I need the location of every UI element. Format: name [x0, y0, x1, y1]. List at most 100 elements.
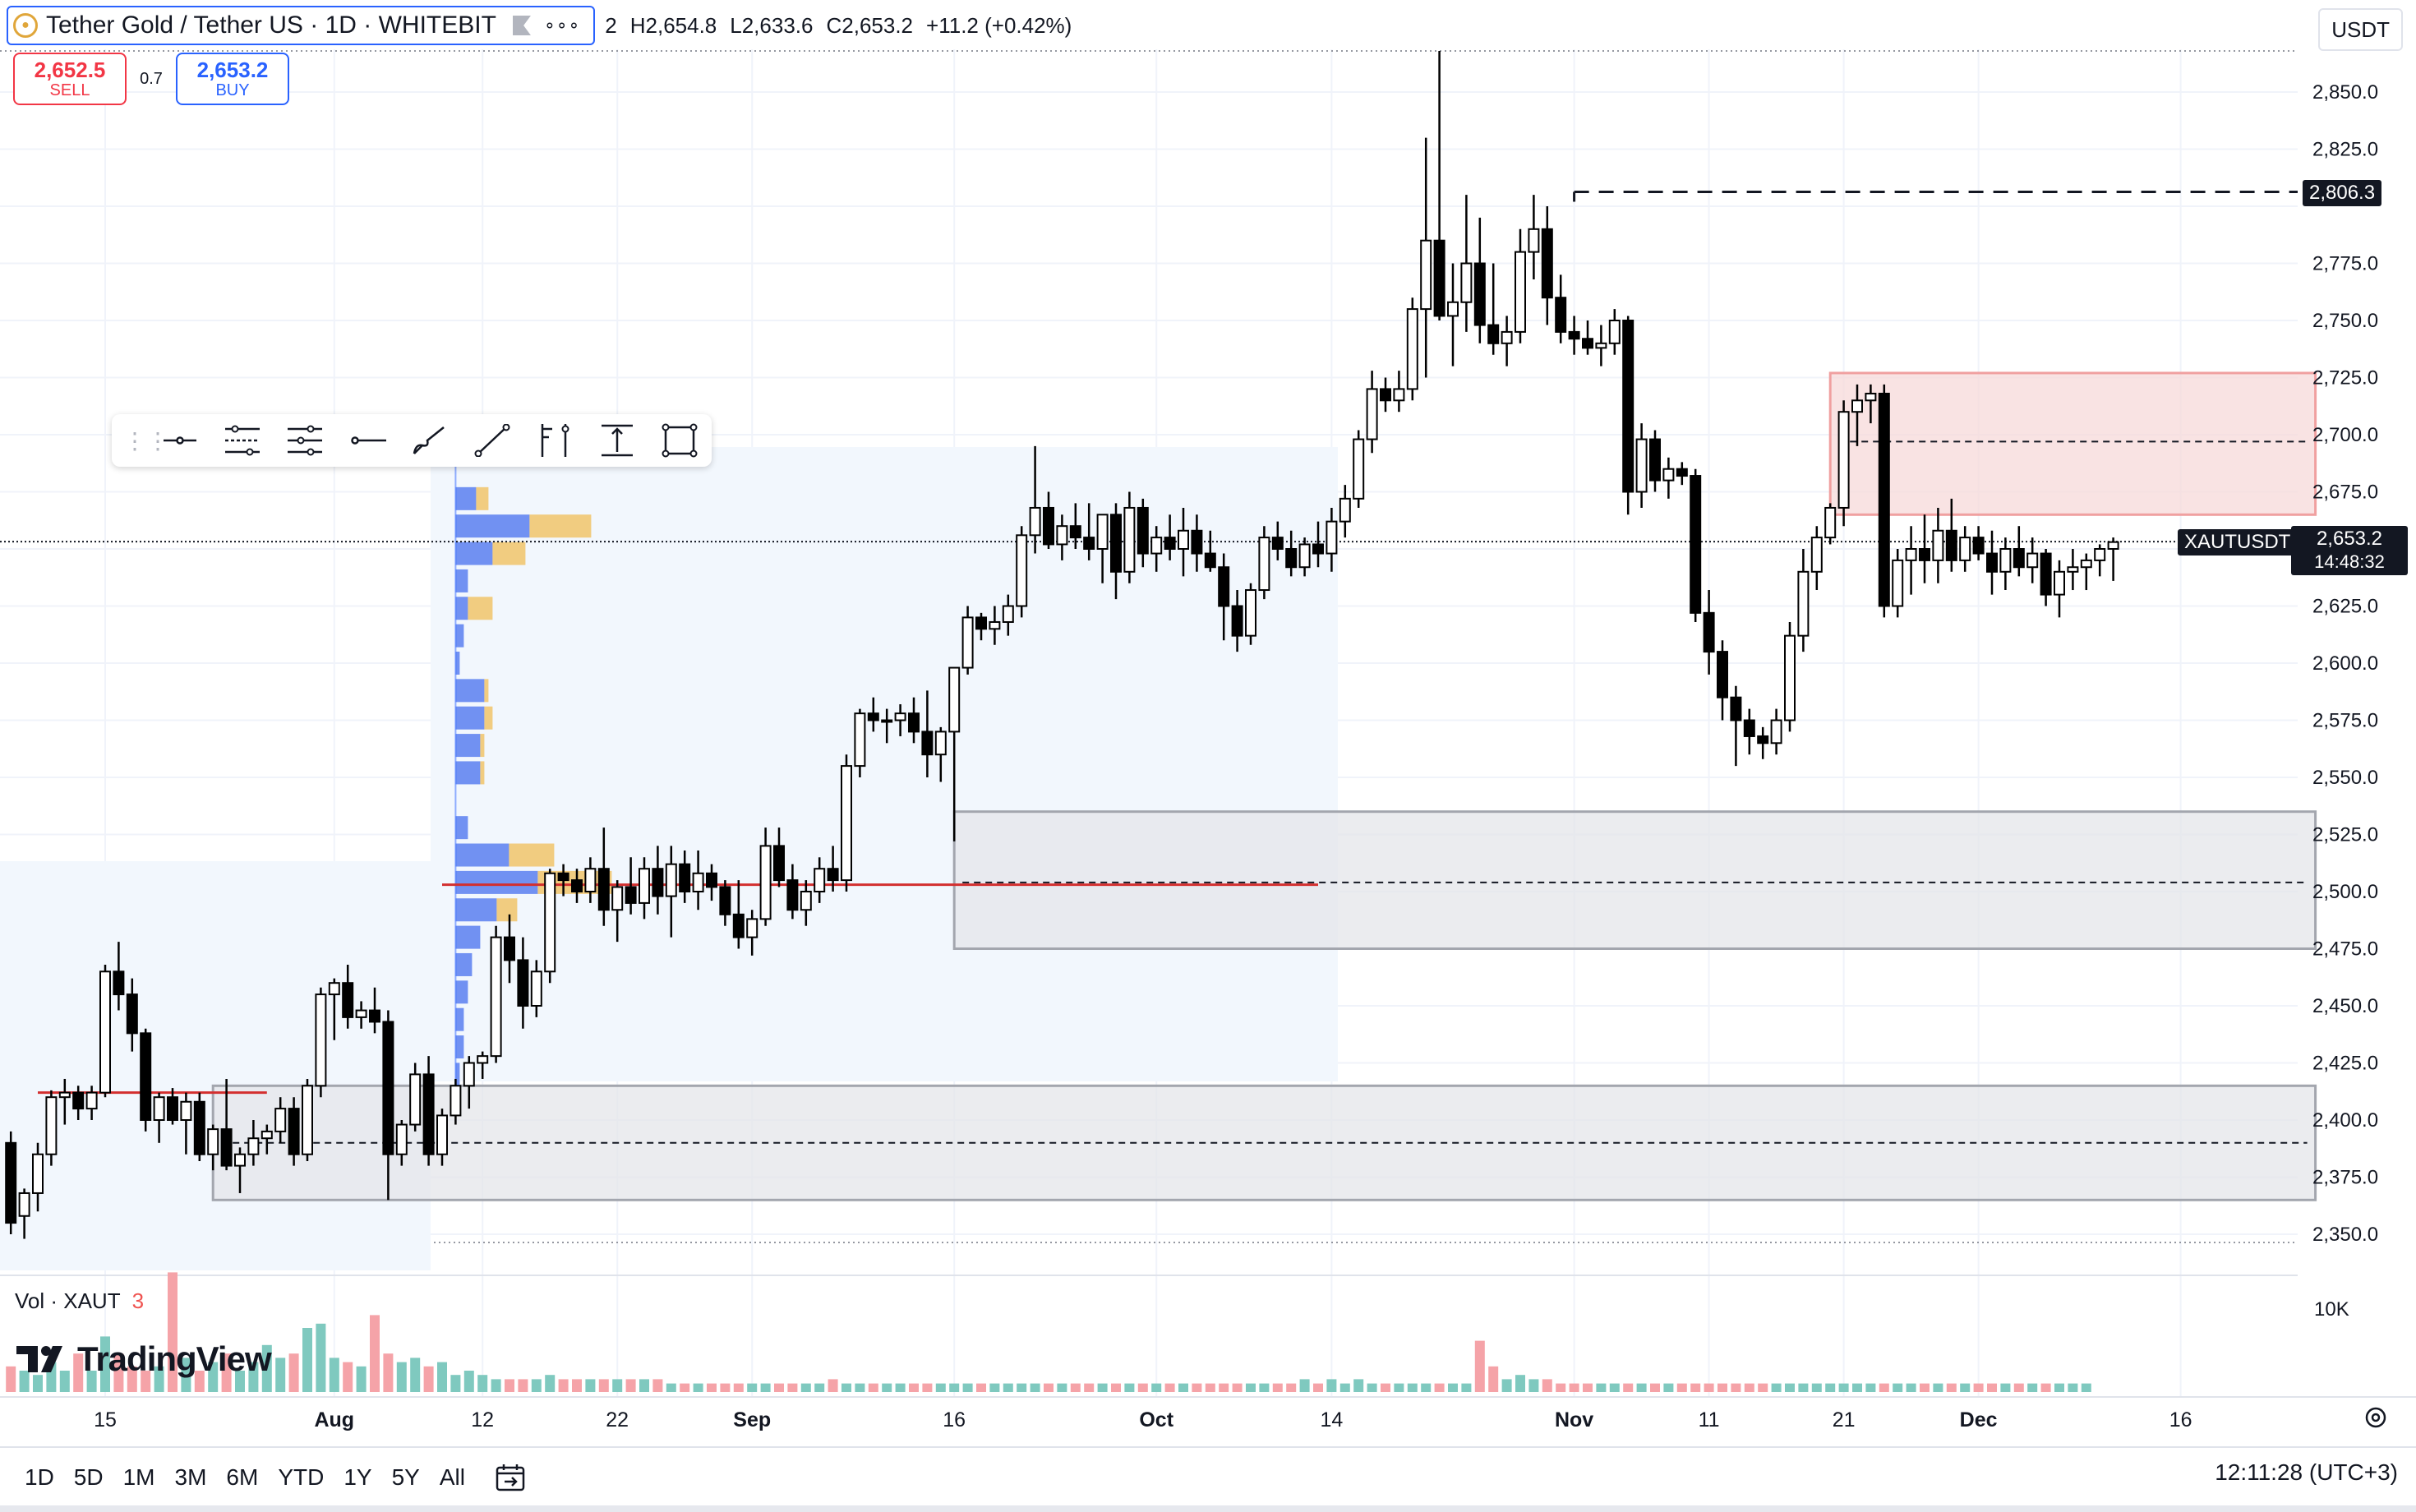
time-tick-label: Aug [314, 1408, 354, 1431]
trend-line-icon[interactable] [473, 422, 511, 459]
profile-bar-blue [455, 1063, 460, 1086]
range-all[interactable]: All [439, 1464, 465, 1490]
candle-body-down [72, 1091, 85, 1110]
volume-bar [1758, 1383, 1768, 1392]
rectangle-icon[interactable] [661, 422, 699, 459]
price-tick-label: 2,625.0 [2312, 596, 2378, 618]
candle-body-down [1622, 320, 1634, 493]
candle-body-down [1473, 262, 1486, 326]
candle-body-up [395, 1123, 408, 1155]
measure-icon[interactable] [598, 422, 636, 459]
candle-body-down [369, 1009, 380, 1023]
range-6m[interactable]: 6M [226, 1464, 259, 1490]
volume-bar [976, 1383, 986, 1392]
settings-icon[interactable] [2362, 1404, 2390, 1431]
change-value: +11.2 (+0.42%) [926, 12, 1072, 38]
volume-bar [1084, 1383, 1095, 1392]
volume-bar [733, 1383, 744, 1392]
range-3m[interactable]: 3M [174, 1464, 207, 1490]
candle-body-up [1824, 506, 1837, 539]
range-1y[interactable]: 1Y [343, 1464, 372, 1490]
candle-body-down [140, 1032, 152, 1121]
candle-body-down [126, 993, 138, 1035]
demand-zone-lower [211, 1084, 2317, 1201]
time-tick-label: 16 [943, 1408, 966, 1431]
more-icon[interactable]: ∘∘∘ [543, 15, 581, 35]
volume-bar [518, 1379, 528, 1392]
candle-body-up [302, 1085, 313, 1155]
parallel-lines-icon[interactable] [224, 422, 261, 459]
price-tick-label: 2,675.0 [2312, 482, 2378, 504]
range-5d[interactable]: 5D [73, 1464, 104, 1490]
range-1m[interactable]: 1M [122, 1464, 155, 1490]
volume-bar [1960, 1383, 1971, 1392]
volume-bar [558, 1379, 569, 1392]
ray-icon[interactable] [348, 422, 386, 459]
profile-bar-blue [455, 486, 477, 510]
fib-icon[interactable] [536, 422, 574, 459]
volume-bar [100, 1336, 110, 1392]
candle [1433, 50, 1445, 320]
candle-body-up [1339, 497, 1351, 523]
horizontal-line-icon[interactable] [161, 422, 199, 459]
volume-bar [141, 1371, 151, 1392]
candle-body-down [1487, 324, 1500, 344]
candle-body-down [1676, 468, 1688, 477]
candle-body-up [1056, 525, 1068, 546]
volume-bar [1434, 1383, 1445, 1392]
sell-button[interactable]: 2,652.5 SELL [13, 53, 127, 105]
level-price-tag[interactable]: 2,806.3 [2303, 180, 2382, 206]
symbol-selector[interactable]: ● Tether Gold / Tether US · 1D · WHITEBI… [7, 6, 596, 45]
close-value: C2,653.2 [826, 12, 914, 38]
candle [1056, 514, 1068, 560]
volume-bar [882, 1383, 892, 1392]
candle-body-up [1608, 320, 1621, 344]
candle-body-up [692, 872, 704, 893]
profile-bar-yellow [496, 898, 518, 922]
volume-bar [316, 1323, 326, 1392]
low-value: L2,633.6 [730, 12, 814, 38]
volume-bar [194, 1371, 205, 1392]
candle-body-down [382, 1021, 394, 1155]
buy-button[interactable]: 2,653.2 BUY [176, 53, 289, 105]
profile-bar-blue [455, 870, 538, 894]
price-tick-label: 2,750.0 [2312, 310, 2378, 332]
candle [328, 978, 340, 1040]
candle-body-down [1703, 611, 1715, 653]
candle-body-down [1164, 537, 1176, 550]
volume-bar [639, 1379, 649, 1392]
volume-bar [383, 1353, 394, 1392]
candle [692, 850, 704, 910]
candle-body-up [1096, 514, 1109, 550]
range-1d[interactable]: 1D [25, 1464, 54, 1490]
volume-bar [370, 1315, 380, 1392]
price-tick-label: 2,400.0 [2312, 1109, 2378, 1132]
pitchfork-lines-icon[interactable] [286, 422, 324, 459]
candle [975, 612, 987, 641]
candle-body-up [934, 731, 947, 756]
range-5y[interactable]: 5Y [391, 1464, 420, 1490]
range-ytd[interactable]: YTD [278, 1464, 325, 1490]
volume-bar [1879, 1383, 1889, 1392]
goto-date-icon[interactable] [495, 1463, 526, 1492]
profile-bar-yellow [509, 843, 555, 867]
candle-body-down [867, 712, 879, 721]
time-axis[interactable]: 15 Aug 12 22 Sep 16 Oct 14 Nov 11 21 Dec 16 [94, 1408, 2192, 1431]
candle-body-up [854, 712, 866, 768]
brush-icon[interactable] [411, 422, 449, 459]
candle-body-down [975, 616, 987, 630]
currency-selector[interactable]: USDT [2318, 8, 2403, 51]
profile-bar-blue [455, 542, 493, 565]
candle-body-up [1178, 529, 1189, 551]
candle [85, 1086, 98, 1120]
candle [45, 1090, 58, 1166]
clock-timezone[interactable]: 12:11:28 (UTC+3) [2215, 1459, 2398, 1485]
flag-icon[interactable] [512, 16, 531, 35]
candle-body-down [1582, 338, 1593, 349]
price-axis[interactable]: 2,350.0 2,375.0 2,400.0 2,425.0 2,450.0 2,475… [2312, 81, 2378, 1246]
drag-handle[interactable]: ⋮⋮ [123, 427, 169, 454]
candle [436, 1109, 448, 1166]
volume-bar [1044, 1383, 1054, 1392]
candle-body-down [517, 959, 529, 1007]
